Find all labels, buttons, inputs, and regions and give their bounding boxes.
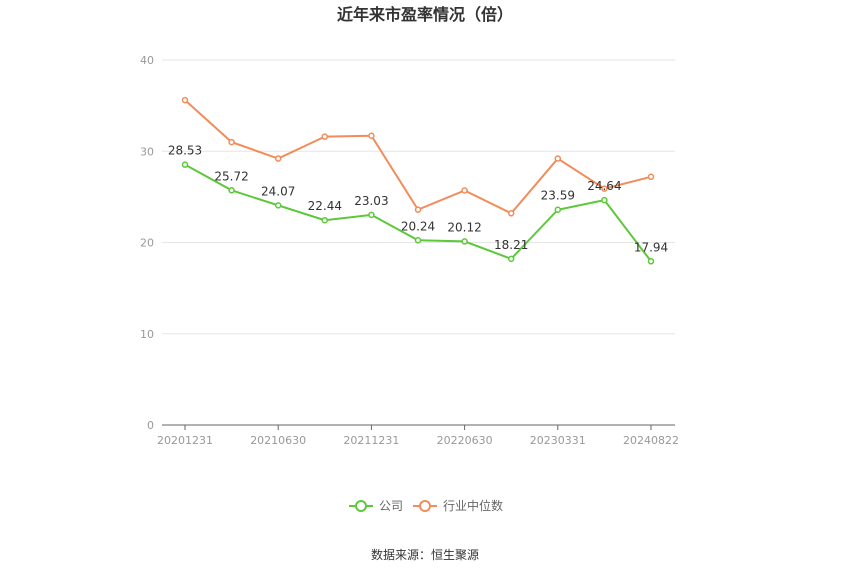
y-tick-label: 40 xyxy=(140,54,154,67)
data-label: 24.07 xyxy=(261,184,295,198)
series-group xyxy=(181,96,655,265)
axes: 0 10 20 30 40 20201231 20210630 20211231 2022063… xyxy=(140,54,679,447)
data-point[interactable] xyxy=(554,206,562,213)
legend-marker xyxy=(355,500,367,512)
data-label: 20.24 xyxy=(401,219,435,233)
x-tick-label: 20211231 xyxy=(343,434,399,447)
legend-item-industry-median[interactable]: 行业中位数 xyxy=(413,498,503,513)
data-label: 23.59 xyxy=(541,189,575,203)
legend-marker xyxy=(419,500,431,512)
data-point[interactable] xyxy=(647,258,655,265)
data-point[interactable] xyxy=(507,255,515,263)
legend[interactable]: 公司 行业中位数 xyxy=(349,498,503,513)
x-tick-label: 20210630 xyxy=(250,434,306,447)
data-point[interactable] xyxy=(601,185,608,192)
data-point[interactable] xyxy=(274,202,282,209)
data-point[interactable] xyxy=(554,155,562,162)
x-tick-label: 20220630 xyxy=(437,434,493,447)
data-point[interactable] xyxy=(368,132,375,139)
y-tick-label: 30 xyxy=(140,145,154,158)
data-point[interactable] xyxy=(181,161,189,168)
x-tick-label: 20201231 xyxy=(157,434,213,447)
y-tick-label: 0 xyxy=(147,419,154,432)
data-label: 20.12 xyxy=(447,220,481,234)
data-point[interactable] xyxy=(368,211,375,219)
grid xyxy=(162,59,675,335)
data-label: 18.21 xyxy=(494,238,528,252)
data-point[interactable] xyxy=(228,187,235,194)
data-point[interactable] xyxy=(414,206,422,213)
data-label: 17.94 xyxy=(634,240,668,254)
data-point[interactable] xyxy=(321,216,329,224)
data-point[interactable] xyxy=(321,133,329,140)
data-label: 22.44 xyxy=(308,199,342,213)
data-point[interactable] xyxy=(181,96,189,104)
data-label: 24.64 xyxy=(587,179,621,193)
data-point[interactable] xyxy=(647,173,655,181)
data-point[interactable] xyxy=(414,237,422,244)
legend-label: 公司 xyxy=(379,499,403,513)
data-point[interactable] xyxy=(507,210,515,217)
x-tick-label: 20240822 xyxy=(623,434,679,447)
data-label: 25.72 xyxy=(214,169,248,183)
chart-title: 近年来市盈率情况（倍） xyxy=(337,5,513,24)
y-tick-label: 10 xyxy=(140,328,154,341)
legend-item-company[interactable]: 公司 xyxy=(349,499,403,513)
data-point[interactable] xyxy=(601,196,608,204)
y-tick-label: 20 xyxy=(140,237,154,250)
data-label: 28.53 xyxy=(168,144,202,158)
data-point[interactable] xyxy=(461,187,468,194)
data-labels: 28.53 25.72 24.07 22.44 23.03 20.24 20.12 18.21… xyxy=(168,144,668,255)
data-point[interactable] xyxy=(274,155,282,162)
series-line-industry-median xyxy=(184,99,652,215)
x-tick-label: 20230331 xyxy=(530,434,586,447)
data-point[interactable] xyxy=(228,138,235,146)
legend-label: 行业中位数 xyxy=(443,498,503,513)
series-line-company xyxy=(184,163,652,262)
source-text: 数据来源：恒生聚源 xyxy=(371,547,479,562)
data-label: 23.03 xyxy=(354,194,388,208)
data-point[interactable] xyxy=(461,238,468,245)
